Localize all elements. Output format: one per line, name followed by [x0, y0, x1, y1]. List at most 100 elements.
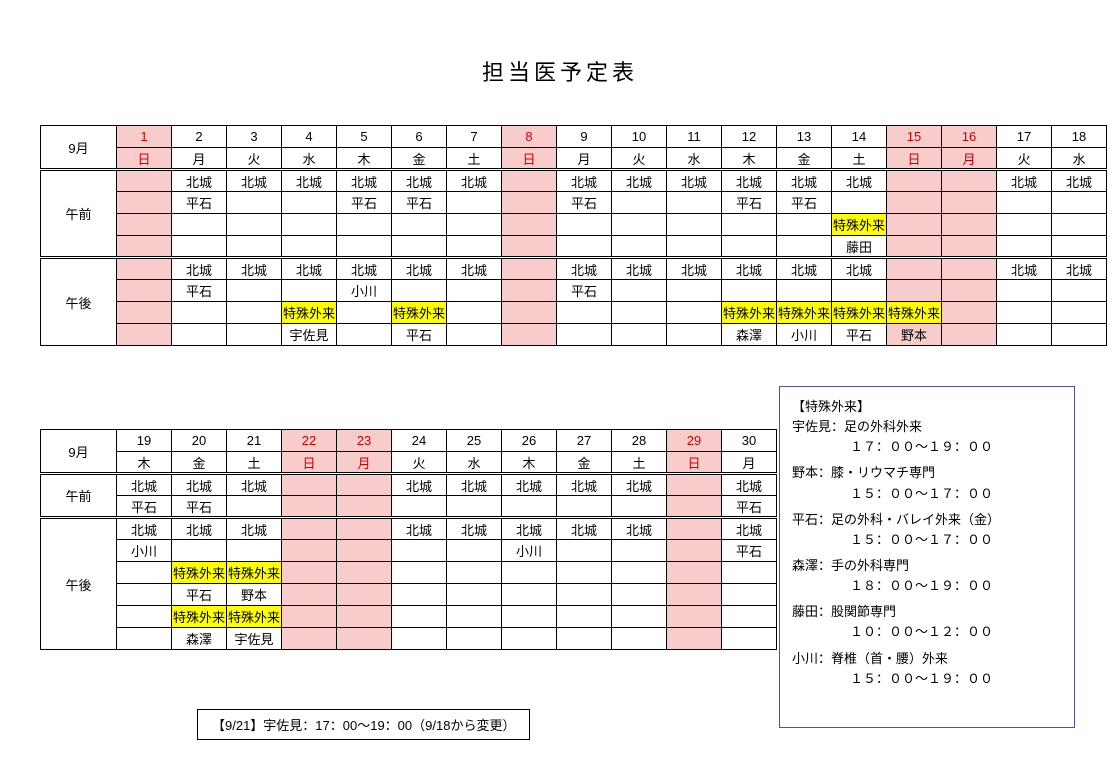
dow-cell: 土 [832, 148, 887, 170]
table-cell [172, 302, 227, 324]
info-name: 藤田 [792, 604, 818, 619]
table-cell: 平石 [337, 192, 392, 214]
table-cell [117, 302, 172, 324]
table-cell: 北城 [777, 258, 832, 280]
info-name: 平石 [792, 512, 818, 527]
table-cell [612, 302, 667, 324]
table-cell: 北城 [1052, 170, 1107, 192]
table-cell: 北城 [997, 258, 1052, 280]
table-cell: 北城 [282, 258, 337, 280]
date-cell: 16 [942, 126, 997, 148]
table-cell: 北城 [172, 518, 227, 540]
dow-cell: 日 [887, 148, 942, 170]
table-cell [117, 606, 172, 628]
table-cell [117, 258, 172, 280]
table-cell: 平石 [172, 280, 227, 302]
table-cell [392, 236, 447, 258]
dow-cell: 金 [557, 452, 612, 474]
dow-cell: 金 [392, 148, 447, 170]
date-cell: 26 [502, 430, 557, 452]
table-cell [722, 214, 777, 236]
table-cell [227, 302, 282, 324]
table-cell: 北城 [447, 258, 502, 280]
info-name: 森澤 [792, 558, 818, 573]
table-cell [337, 540, 392, 562]
table-cell [777, 236, 832, 258]
table-cell: 北城 [227, 518, 282, 540]
table-cell: 北城 [722, 474, 777, 496]
table-cell [392, 628, 447, 650]
table-cell: 特殊外来 [227, 606, 282, 628]
table-cell [117, 236, 172, 258]
table-cell [337, 236, 392, 258]
table-cell [392, 540, 447, 562]
month-label: 9月 [41, 126, 117, 170]
dow-cell: 日 [282, 452, 337, 474]
date-cell: 30 [722, 430, 777, 452]
table-cell: 北城 [612, 474, 667, 496]
table-cell [722, 562, 777, 584]
table-cell [172, 324, 227, 346]
table-cell [557, 606, 612, 628]
table-cell [887, 258, 942, 280]
table-cell [557, 584, 612, 606]
table-cell [392, 584, 447, 606]
table-cell [887, 280, 942, 302]
table-cell: 平石 [392, 324, 447, 346]
table-cell [282, 236, 337, 258]
table-cell: 平石 [172, 192, 227, 214]
table-cell: 北城 [117, 474, 172, 496]
table-cell [667, 496, 722, 518]
table-cell [612, 192, 667, 214]
table-cell [612, 606, 667, 628]
info-time: １５：００〜１９：００ [792, 669, 1062, 689]
schedule-table: 9月192021222324252627282930木金土日月火水木金土日月午前… [40, 429, 777, 650]
dow-cell: 火 [997, 148, 1052, 170]
info-name: 宇佐見 [792, 419, 831, 434]
table-cell [282, 584, 337, 606]
dow-cell: 月 [557, 148, 612, 170]
table-cell [392, 606, 447, 628]
dow-cell: 日 [502, 148, 557, 170]
table-cell: 北城 [777, 170, 832, 192]
info-entry: 小川：脊椎（首・腰）外来 [792, 649, 1062, 669]
table-cell: 特殊外来 [227, 562, 282, 584]
note-text: 【9/21】宇佐見：17：00〜19：00（9/18から変更） [212, 718, 515, 733]
table-cell: 北城 [612, 170, 667, 192]
table-cell [1052, 302, 1107, 324]
table-cell: 北城 [612, 258, 667, 280]
table-cell [447, 562, 502, 584]
table-cell: 小川 [337, 280, 392, 302]
dow-cell: 火 [392, 452, 447, 474]
table-cell [282, 192, 337, 214]
table-cell [722, 606, 777, 628]
table-cell [1052, 192, 1107, 214]
table-cell: 森澤 [722, 324, 777, 346]
table-cell [227, 496, 282, 518]
table-cell [117, 280, 172, 302]
table-cell [942, 192, 997, 214]
table-cell [1052, 280, 1107, 302]
table-cell [447, 540, 502, 562]
date-cell: 19 [117, 430, 172, 452]
table-cell: 平石 [557, 280, 612, 302]
date-cell: 23 [337, 430, 392, 452]
table-cell [557, 302, 612, 324]
session-label: 午後 [41, 258, 117, 346]
table-cell: 平石 [172, 584, 227, 606]
table-cell [447, 628, 502, 650]
dow-cell: 日 [667, 452, 722, 474]
table-cell [447, 214, 502, 236]
table-cell: 野本 [887, 324, 942, 346]
table-cell: 平石 [172, 496, 227, 518]
date-cell: 11 [667, 126, 722, 148]
table-cell [667, 474, 722, 496]
table-cell: 平石 [557, 192, 612, 214]
table-cell [502, 324, 557, 346]
table-cell: 北城 [172, 474, 227, 496]
table-cell [172, 214, 227, 236]
table-cell [722, 584, 777, 606]
table-cell [502, 302, 557, 324]
table-cell [282, 562, 337, 584]
table-cell [447, 192, 502, 214]
